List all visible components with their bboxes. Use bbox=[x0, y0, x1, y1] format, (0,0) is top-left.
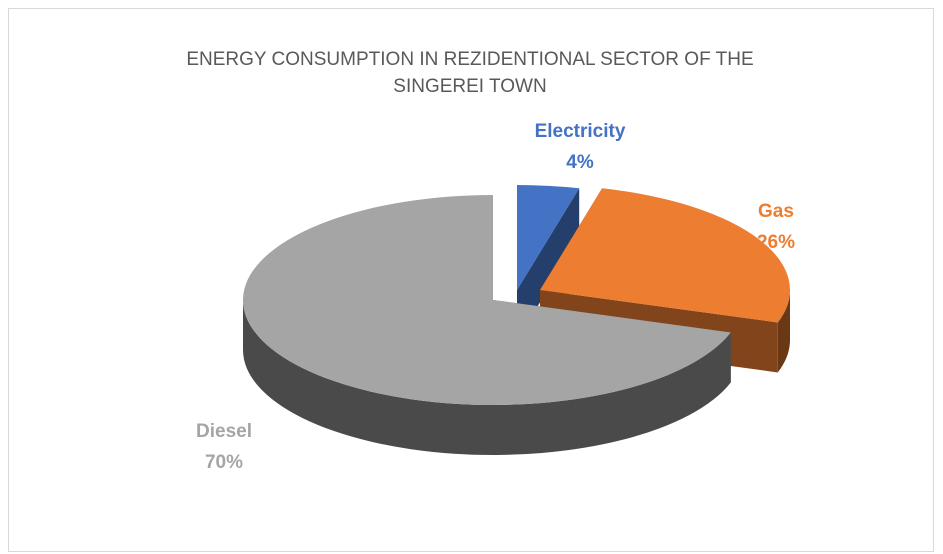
slice-side bbox=[777, 290, 790, 373]
data-label-value: 70% bbox=[205, 452, 243, 473]
data-label-value: 26% bbox=[757, 232, 795, 253]
chart-frame bbox=[8, 8, 934, 552]
slice-side bbox=[243, 300, 731, 455]
data-label-value: 4% bbox=[566, 152, 594, 173]
data-label-name: Diesel bbox=[196, 421, 252, 442]
slice-wall bbox=[517, 188, 580, 340]
slice bbox=[517, 185, 580, 340]
slice bbox=[243, 195, 731, 455]
slice-top bbox=[517, 185, 580, 290]
slice-top bbox=[243, 195, 731, 405]
chart-title: ENERGY CONSUMPTION IN REZIDENTIONAL SECT… bbox=[186, 49, 754, 97]
data-label-name: Gas bbox=[758, 201, 794, 222]
data-label-name: Electricity bbox=[535, 121, 626, 142]
slice-top bbox=[540, 188, 791, 323]
